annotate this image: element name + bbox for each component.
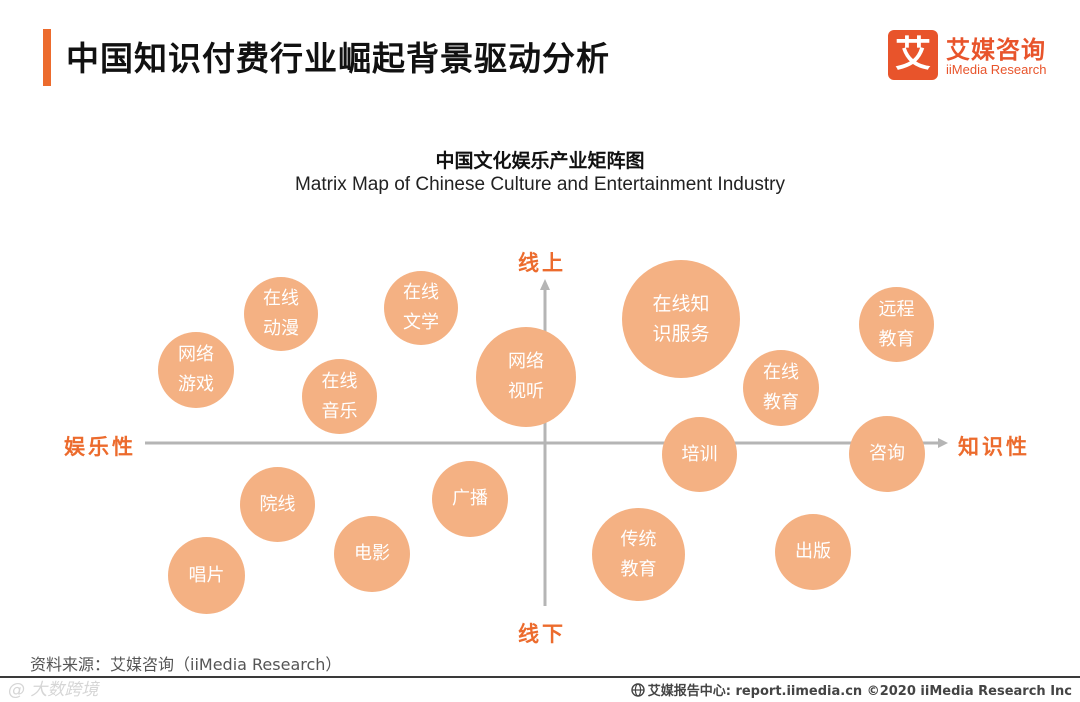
bubble-online-knowledge-service: 在线知 识服务 [622,260,740,378]
bubble-label-line: 教育 [763,392,799,413]
horizontal-axis-arrow [938,438,948,448]
bubble-label-line: 教育 [620,558,657,580]
bubble-label-line: 在线 [403,282,439,303]
bubble-label-line: 网络 [508,351,544,372]
bubble-training: 培训 [662,417,737,492]
footer-copyright: 艾媒报告中心: report.iimedia.cn ©2020 iiMedia … [631,680,1072,699]
globe-icon [631,683,645,699]
axis-label-online: 线上 [518,251,566,275]
bubble-label-line: 在线 [763,362,799,383]
page-title: 中国知识付费行业崛起背景驱动分析 [66,39,610,78]
bubble-label-line: 传统 [620,528,657,550]
bubble-label-line: 院线 [259,493,296,515]
footer-divider [0,676,1080,678]
logo-mark-icon: 艾 [888,30,938,80]
bubble-label-line: 动漫 [263,318,299,339]
bubble-label-line: 在线知 [652,293,710,315]
bubble-label-line: 游戏 [178,374,214,395]
bubble-label-line: 在线 [263,288,299,309]
bubble-broadcasting: 广播 [432,461,508,537]
bubble-online-education: 在线 教育 [743,350,819,426]
axis-label-offline: 线下 [518,622,566,646]
bubble-label-line: 出版 [795,541,831,562]
logo-name-cn: 艾媒咨询 [946,36,1046,64]
bubble-remote-education: 远程 教育 [859,287,934,362]
brand-logo: 艾 艾媒咨询 iiMedia Research [888,30,1068,82]
bubble-label-line: 在线 [321,370,358,392]
bubble-traditional-education: 传统 教育 [592,508,685,601]
bubble-online-game: 网络 游戏 [158,332,234,408]
bubble-label-line: 咨询 [869,443,905,464]
bubble-movie: 电影 [334,516,410,592]
bubble-label-line: 识服务 [652,323,710,345]
diagram-title-cn: 中国文化娱乐产业矩阵图 [435,150,645,172]
diagram-title-en: Matrix Map of Chinese Culture and Entert… [294,174,785,195]
bubble-online-literature: 在线 文学 [384,271,458,345]
bubble-label-line: 音乐 [321,400,358,422]
bubble-cinema-chain: 院线 [240,467,315,542]
watermark-text: @ 大数跨境 [8,680,99,700]
axis-label-knowledge: 知识性 [958,435,1030,459]
bubble-label-line: 唱片 [188,564,225,586]
axis-label-entertainment: 娱乐性 [64,435,136,459]
bubble-online-video-audio: 网络 视听 [476,327,576,427]
title-accent-bar [43,29,51,86]
bubble-label-line: 网络 [178,344,214,365]
footer-copyright-text: 艾媒报告中心: report.iimedia.cn ©2020 iiMedia … [647,684,1072,699]
bubble-label-line: 文学 [403,312,439,333]
bubble-online-animation: 在线 动漫 [244,277,318,351]
logo-name-en: iiMedia Research [946,62,1047,77]
bubble-label-line: 广播 [452,488,488,509]
bubble-label-line: 培训 [681,443,718,465]
bubble-consulting: 咨询 [849,416,925,492]
bubble-label-line: 视听 [508,381,544,402]
bubble-online-music: 在线 音乐 [302,359,377,434]
bubble-publishing: 出版 [775,514,851,590]
data-source-note: 资料来源：艾媒咨询（iiMedia Research） [30,655,342,674]
bubble-record: 唱片 [168,537,245,614]
vertical-axis-arrow [540,279,550,290]
bubble-label-line: 教育 [878,328,915,350]
bubble-label-line: 电影 [354,543,390,564]
bubble-label-line: 远程 [878,298,915,320]
